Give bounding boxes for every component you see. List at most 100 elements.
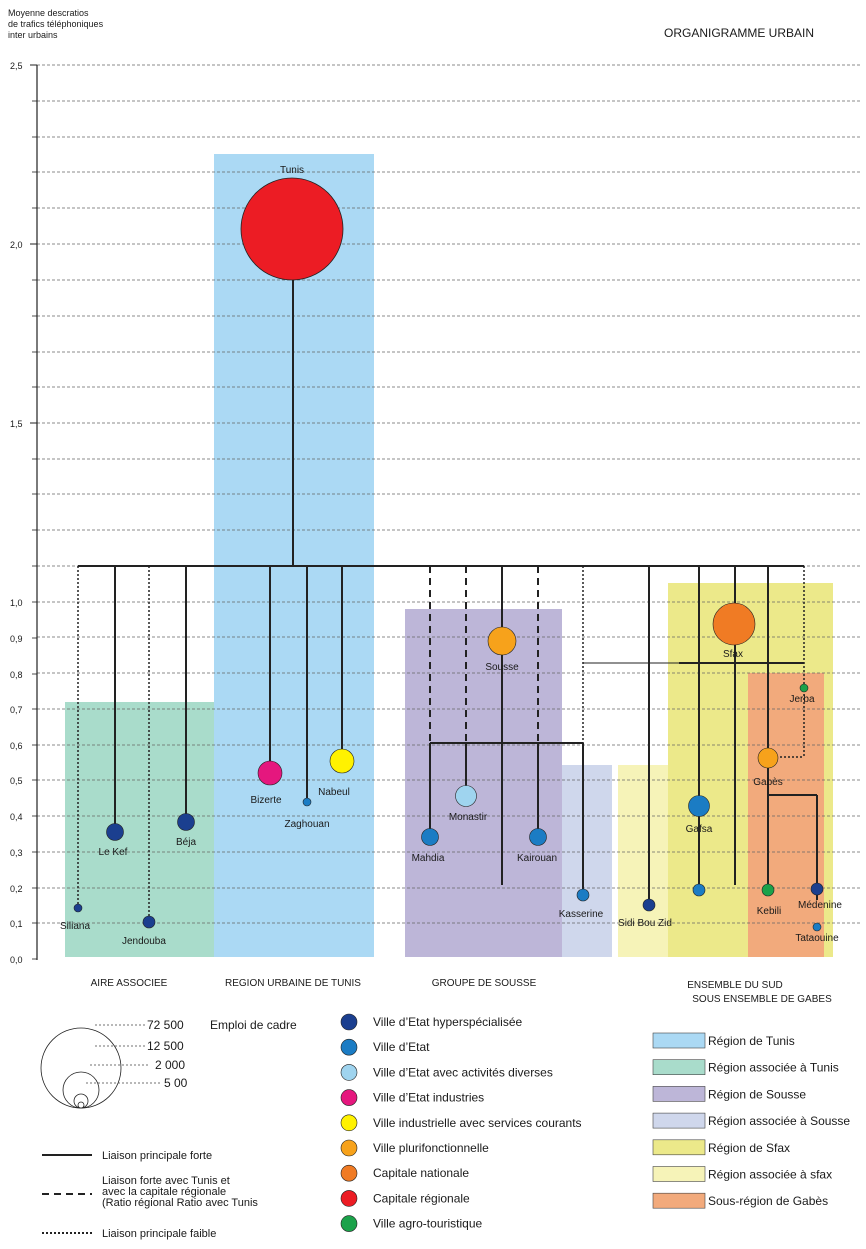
city-jerba-label: Jerba <box>789 694 814 705</box>
y-axis-label-line-3: inter urbains <box>8 30 58 40</box>
city-sidibouzid-label: Sidi Bou Zid <box>618 918 672 929</box>
city-gafsa-label: Gafsa <box>686 824 713 835</box>
size-legend-circle-72500 <box>40 1027 122 1109</box>
link-legend-dashed-label-3: (Ratio régional Ratio avec Tunis <box>102 1197 258 1209</box>
y-axis-ticks: 2,5 2,0 1,5 1,0 0,9 0,8 0,7 0,6 0,5 0,4 0,3 0,2 0,1 0… <box>10 61 37 965</box>
region-legend: Région de Tunis Région associée à Tunis Ré… <box>652 1032 850 1209</box>
city-medenine-label: Médenine <box>798 900 842 911</box>
city-tataouine-label: Tataouine <box>795 933 839 944</box>
region-gabes <box>748 673 824 957</box>
tick-label-major-2: 1,5 <box>10 419 23 429</box>
tick-label-minor-9: 0,1 <box>10 919 23 929</box>
tick-label-minor-1: 0,9 <box>10 634 23 644</box>
type-legend-label-regionale: Capitale régionale <box>373 1191 470 1205</box>
link-legend-strong-label: Liaison principale forte <box>102 1150 212 1162</box>
city-gafsa-circle <box>688 795 710 817</box>
city-monastir-label: Monastir <box>449 812 488 823</box>
label-sous-ensemble-gabes: SOUS ENSEMBLE DE GABES <box>692 994 832 1005</box>
type-legend-label-industrielle: Ville industrielle avec services courant… <box>373 1116 582 1130</box>
city-beja-circle <box>177 813 195 831</box>
diagram-title: ORGANIGRAMME URBAIN <box>664 26 814 40</box>
type-legend-swatch-industries <box>340 1089 358 1106</box>
type-legend-swatch-etat <box>340 1038 358 1056</box>
city-mahdia-label: Mahdia <box>412 853 445 864</box>
label-region-tunis: REGION URBAINE DE TUNIS <box>225 978 361 989</box>
link-legend-dashed-label-1: Liaison forte avec Tunis et <box>102 1175 230 1187</box>
tick-label-minor-6: 0,4 <box>10 812 23 822</box>
city-kairouan-label: Kairouan <box>517 853 557 864</box>
type-legend-swatch-regionale <box>340 1190 358 1207</box>
type-legend-label-nationale: Capitale nationale <box>373 1166 469 1180</box>
city-bizerte-label: Bizerte <box>250 795 282 806</box>
city-zaghouan-label: Zaghouan <box>284 819 329 830</box>
type-legend-label-hyper: Ville d’Etat hyperspécialisée <box>373 1015 523 1029</box>
city-siliana-circle <box>73 903 83 913</box>
region-sousse-associee <box>562 765 612 957</box>
city-bizerte-circle <box>257 760 283 786</box>
city-kebili-circle <box>761 883 775 897</box>
link-legend-weak-label: Liaison principale faible <box>102 1228 216 1240</box>
region-legend-label-4: Région de Sfax <box>708 1141 790 1155</box>
region-sfax-associee <box>618 765 668 957</box>
region-legend-label-0: Région de Tunis <box>708 1034 795 1048</box>
size-legend: 72 500 Emploi de cadre 12 500 2 000 5 00 <box>40 1018 297 1109</box>
city-sousse-circle <box>487 626 517 656</box>
city-kairouan-circle <box>529 828 547 846</box>
city-type-legend: Ville d’Etat hyperspécialisée Ville d’Eta… <box>340 1013 582 1232</box>
region-legend-label-5: Région associée à sfax <box>708 1168 832 1182</box>
link-legend: Liaison principale forte Liaison forte a… <box>42 1150 258 1240</box>
region-legend-swatch-0 <box>652 1032 706 1049</box>
region-legend-label-3: Région associée à Sousse <box>708 1114 850 1128</box>
city-sfax-circle <box>712 602 756 646</box>
type-legend-label-agro: Ville agro-touristique <box>373 1217 482 1231</box>
city-monastir-circle <box>455 785 477 807</box>
type-legend-swatch-agro <box>340 1215 358 1232</box>
city-lekef-circle <box>106 823 124 841</box>
size-legend-circle-2000 <box>73 1093 89 1109</box>
city-sidibouzid-circle <box>642 898 656 912</box>
y-axis-label-line-1: Moyenne descratios <box>8 8 89 18</box>
type-legend-label-diverses: Ville d’Etat avec activités diverses <box>373 1065 553 1079</box>
type-legend-swatch-industrielle <box>340 1114 358 1132</box>
y-axis-label-line-2: de trafics téléphoniques <box>8 19 104 29</box>
size-legend-title: Emploi de cadre <box>210 1018 297 1032</box>
city-nabeul-circle <box>329 748 355 774</box>
city-kebili-label: Kebili <box>757 906 781 917</box>
size-legend-value-500: 5 00 <box>164 1076 188 1090</box>
type-legend-swatch-nationale <box>340 1164 358 1182</box>
cities: Tunis Siliana Le Kef Jendouba Béja Bizer… <box>60 165 842 947</box>
tick-label-minor-2: 0,8 <box>10 670 23 680</box>
tick-label-major-1: 2,0 <box>10 240 23 250</box>
city-tataouine-circle <box>812 922 822 932</box>
region-legend-swatch-6 <box>652 1192 706 1209</box>
tick-label-minor-8: 0,2 <box>10 884 23 894</box>
city-mahdia-circle <box>421 828 439 846</box>
size-legend-circle-500 <box>77 1101 85 1109</box>
type-legend-label-industries: Ville d’Etat industries <box>373 1091 484 1105</box>
city-lekef-label: Le Kef <box>99 847 128 858</box>
city-siliana-label: Siliana <box>60 921 90 932</box>
region-legend-swatch-5 <box>652 1166 706 1182</box>
region-legend-swatch-3 <box>652 1112 706 1129</box>
type-legend-swatch-pluri <box>340 1139 358 1157</box>
region-legend-swatch-2 <box>652 1086 706 1102</box>
type-legend-swatch-diverses <box>340 1064 358 1081</box>
size-legend-value-2000: 2 000 <box>155 1058 185 1072</box>
city-tunis-circle <box>240 177 344 281</box>
region-legend-label-1: Région associée à Tunis <box>708 1061 839 1075</box>
tick-label-minor-3: 0,7 <box>10 705 23 715</box>
region-legend-label-2: Région de Sousse <box>708 1087 806 1101</box>
city-gafsa-small-circle <box>692 883 706 897</box>
region-legend-swatch-1 <box>652 1059 706 1075</box>
tick-label-minor-10: 0,0 <box>10 955 23 965</box>
type-legend-label-pluri: Ville plurifonctionnelle <box>373 1141 489 1155</box>
city-jendouba-label: Jendouba <box>122 936 166 947</box>
tick-label-minor-5: 0,5 <box>10 776 23 786</box>
city-sousse-label: Sousse <box>485 662 519 673</box>
tick-label-minor-0: 1,0 <box>10 598 23 608</box>
city-jendouba-circle <box>142 915 156 929</box>
city-nabeul-label: Nabeul <box>318 787 350 798</box>
tick-label-major-0: 2,5 <box>10 61 23 71</box>
tick-label-minor-4: 0,6 <box>10 741 23 751</box>
